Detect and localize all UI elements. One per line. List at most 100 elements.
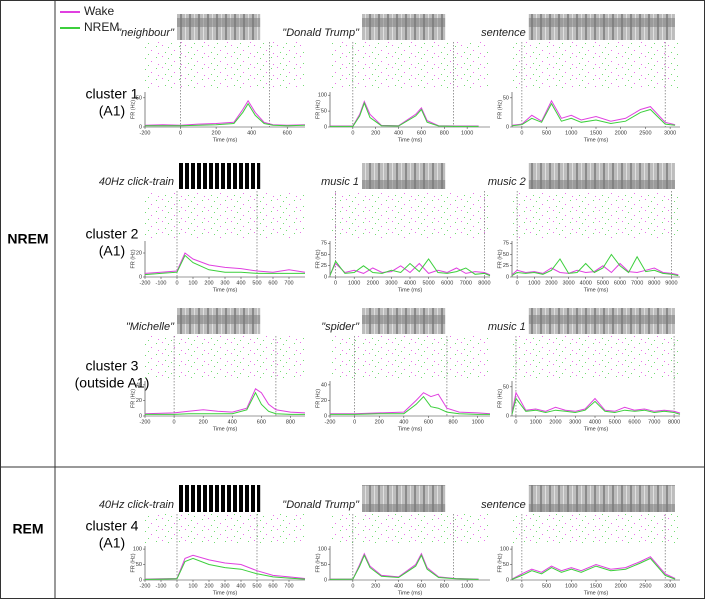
raster <box>512 514 680 543</box>
x-tick-label: 600 <box>268 280 277 286</box>
group-label: NREM <box>7 231 48 247</box>
y-axis-label: FR (Hz) <box>315 553 321 572</box>
raster <box>512 42 680 88</box>
stimulus-label: 40Hz click-train <box>99 499 174 511</box>
y-tick-label: 0 <box>139 577 142 583</box>
y-tick-label: 100 <box>318 93 327 99</box>
y-tick-label: 0 <box>506 274 509 280</box>
stimulus-image <box>362 163 446 189</box>
y-tick-label: 25 <box>321 263 327 269</box>
x-tick-label: 3000 <box>664 130 676 136</box>
x-tick-label: 7000 <box>648 419 660 425</box>
x-tick-label: 800 <box>440 583 449 589</box>
x-tick-label: -200 <box>139 280 150 286</box>
fr-curve <box>144 388 306 415</box>
y-tick-label: 20 <box>321 398 327 404</box>
y-axis-label: FR (Hz) <box>315 389 321 408</box>
fr-curve <box>511 262 679 276</box>
raster <box>330 514 490 543</box>
y-tick-label: 50 <box>503 384 509 390</box>
x-tick-label: 2000 <box>615 130 627 136</box>
x-tick-label: 100 <box>188 583 197 589</box>
x-tick-label: 1000 <box>461 583 473 589</box>
y-tick-label: 0 <box>324 274 327 280</box>
y-axis-label: FR (Hz) <box>315 249 321 268</box>
raster <box>145 42 305 88</box>
cluster-region: (A1) <box>99 243 125 259</box>
x-tick-label: 4000 <box>589 419 601 425</box>
stimulus-image <box>528 308 675 334</box>
x-tick-label: 5000 <box>597 280 609 286</box>
x-tick-label: 1000 <box>472 419 484 425</box>
y-tick-label: 0 <box>506 124 509 130</box>
x-axis-label: Time (ms) <box>584 590 609 596</box>
x-tick-label: 600 <box>424 419 433 425</box>
x-tick-label: 5000 <box>609 419 621 425</box>
cluster-name: cluster 1 <box>86 86 139 102</box>
fr-curve <box>144 254 305 276</box>
fr-curve <box>144 99 306 126</box>
x-tick-label: 1000 <box>348 280 360 286</box>
stimulus-label: 40Hz click-train <box>99 176 174 188</box>
x-axis-label: Time (ms) <box>398 287 423 293</box>
fr-curve <box>511 99 676 126</box>
stimulus-image <box>362 308 446 334</box>
x-tick-label: 700 <box>284 280 293 286</box>
x-tick-label: 100 <box>188 280 197 286</box>
y-axis-label: FR (Hz) <box>315 100 321 119</box>
raster <box>145 191 305 238</box>
y-tick-label: 20 <box>136 398 142 404</box>
x-tick-label: 200 <box>371 130 380 136</box>
x-tick-label: 600 <box>417 130 426 136</box>
x-tick-label: 1500 <box>590 583 602 589</box>
x-tick-label: 8000 <box>478 280 490 286</box>
fr-curve <box>511 391 681 414</box>
y-axis-label: FR (Hz) <box>130 249 136 268</box>
fr-curve <box>144 557 306 580</box>
cluster-name: cluster 2 <box>86 226 139 242</box>
x-tick-label: 7000 <box>631 280 643 286</box>
x-tick-label: -200 <box>139 583 150 589</box>
x-axis-label: Time (ms) <box>584 137 609 143</box>
x-tick-label: 800 <box>448 419 457 425</box>
x-tick-label: 5000 <box>422 280 434 286</box>
fr-curve <box>511 556 676 580</box>
x-tick-label: 200 <box>375 419 384 425</box>
y-tick-label: 75 <box>321 241 327 247</box>
x-tick-label: 500 <box>542 130 551 136</box>
x-tick-label: 1000 <box>530 419 542 425</box>
x-tick-label: 4000 <box>580 280 592 286</box>
x-tick-label: 0 <box>516 280 519 286</box>
x-tick-label: 0 <box>179 130 182 136</box>
x-axis-label: Time (ms) <box>398 137 423 143</box>
y-tick-label: 0 <box>324 124 327 130</box>
x-tick-label: -200 <box>324 419 335 425</box>
x-tick-label: 600 <box>257 419 266 425</box>
x-tick-label: 200 <box>204 280 213 286</box>
stimulus-label: sentence <box>481 27 526 39</box>
x-tick-label: -100 <box>155 583 166 589</box>
fr-curve <box>511 397 681 415</box>
stimulus-label: music 1 <box>488 321 526 333</box>
x-tick-label: 0 <box>334 280 337 286</box>
y-tick-label: 50 <box>321 562 327 568</box>
x-axis-label: Time (ms) <box>213 590 238 596</box>
x-tick-label: 7000 <box>460 280 472 286</box>
y-tick-label: 0 <box>324 413 327 419</box>
x-tick-label: 3000 <box>385 280 397 286</box>
y-tick-label: 50 <box>136 562 142 568</box>
stimulus-label: music 2 <box>488 176 526 188</box>
stimulus-label: "neighbour" <box>117 27 175 39</box>
x-tick-label: 600 <box>268 583 277 589</box>
x-tick-label: 0 <box>351 583 354 589</box>
stimulus-label: "Michelle" <box>126 321 175 333</box>
x-tick-label: 0 <box>175 583 178 589</box>
y-axis-label: FR (Hz) <box>497 249 503 268</box>
x-tick-label: 300 <box>220 280 229 286</box>
x-tick-label: 500 <box>252 280 261 286</box>
x-tick-label: 800 <box>286 419 295 425</box>
x-tick-label: -100 <box>155 280 166 286</box>
x-tick-label: 400 <box>236 280 245 286</box>
y-axis-label: FR (Hz) <box>130 553 136 572</box>
